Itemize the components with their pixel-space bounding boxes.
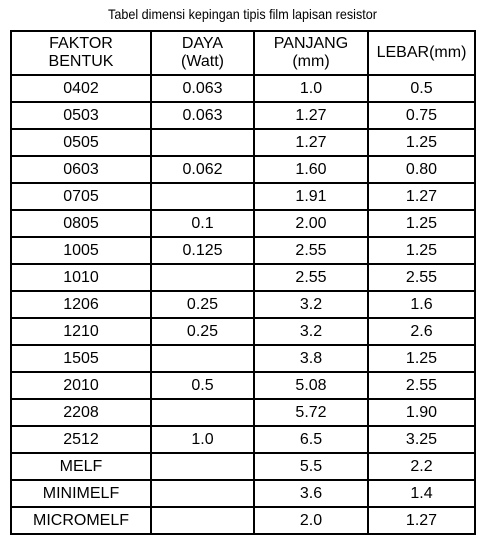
faktor-bentuk-cell: 0505	[10, 128, 152, 157]
lebar-cell: 2.55	[367, 371, 476, 400]
header-panjang: PANJANG (mm)	[253, 30, 369, 76]
lebar-cell: 1.25	[367, 128, 476, 157]
panjang-cell: 2.55	[253, 236, 369, 265]
lebar-cell: 3.25	[367, 425, 476, 454]
daya-cell: 0.062	[150, 155, 255, 184]
faktor-bentuk-cell: 0402	[10, 74, 152, 103]
lebar-cell: 1.6	[367, 290, 476, 319]
faktor-bentuk-cell: MINIMELF	[10, 479, 152, 508]
daya-cell	[150, 263, 255, 292]
panjang-cell: 3.2	[253, 317, 369, 346]
daya-cell	[150, 479, 255, 508]
table-row: 1010 2.55 2.55	[10, 263, 476, 292]
header-row: FAKTOR BENTUK DAYA (Watt) PANJANG (mm) L…	[10, 30, 476, 76]
faktor-bentuk-cell: 0805	[10, 209, 152, 238]
daya-cell: 0.063	[150, 74, 255, 103]
header-line: DAYA	[181, 35, 224, 52]
table-row: 0603 0.062 1.60 0.80	[10, 155, 476, 184]
lebar-cell: 0.5	[367, 74, 476, 103]
faktor-bentuk-cell: 2512	[10, 425, 152, 454]
table-row: 1206 0.25 3.2 1.6	[10, 290, 476, 319]
daya-cell	[150, 128, 255, 157]
daya-cell	[150, 344, 255, 373]
lebar-cell: 0.80	[367, 155, 476, 184]
faktor-bentuk-cell: 0603	[10, 155, 152, 184]
daya-cell	[150, 398, 255, 427]
table-row: 1505 3.8 1.25	[10, 344, 476, 373]
faktor-bentuk-cell: MICROMELF	[10, 506, 152, 535]
panjang-cell: 1.0	[253, 74, 369, 103]
table-row: 2010 0.5 5.08 2.55	[10, 371, 476, 400]
panjang-cell: 2.55	[253, 263, 369, 292]
header-line: PANJANG	[273, 35, 349, 52]
lebar-cell: 1.25	[367, 236, 476, 265]
faktor-bentuk-cell: 2010	[10, 371, 152, 400]
table-row: 0402 0.063 1.0 0.5	[10, 74, 476, 103]
faktor-bentuk-cell: 0705	[10, 182, 152, 211]
panjang-cell: 1.60	[253, 155, 369, 184]
lebar-cell: 0.75	[367, 101, 476, 130]
daya-cell: 0.125	[150, 236, 255, 265]
table-row: 0705 1.91 1.27	[10, 182, 476, 211]
header-faktor-bentuk: FAKTOR BENTUK	[10, 30, 152, 76]
table-row: 1005 0.125 2.55 1.25	[10, 236, 476, 265]
faktor-bentuk-cell: MELF	[10, 452, 152, 481]
lebar-cell: 1.25	[367, 209, 476, 238]
faktor-bentuk-cell: 1505	[10, 344, 152, 373]
header-line: (mm)	[292, 53, 330, 70]
lebar-cell: 1.90	[367, 398, 476, 427]
faktor-bentuk-cell: 1010	[10, 263, 152, 292]
header-line: BENTUK	[48, 53, 114, 70]
panjang-cell: 2.0	[253, 506, 369, 535]
lebar-cell: 1.27	[367, 506, 476, 535]
daya-cell: 0.5	[150, 371, 255, 400]
panjang-cell: 3.6	[253, 479, 369, 508]
daya-cell	[150, 182, 255, 211]
lebar-cell: 2.2	[367, 452, 476, 481]
panjang-cell: 5.08	[253, 371, 369, 400]
daya-cell: 0.25	[150, 290, 255, 319]
table-row: 0805 0.1 2.00 1.25	[10, 209, 476, 238]
table-row: 1210 0.25 3.2 2.6	[10, 317, 476, 346]
panjang-cell: 2.00	[253, 209, 369, 238]
faktor-bentuk-cell: 1206	[10, 290, 152, 319]
lebar-cell: 1.25	[367, 344, 476, 373]
table-caption: Tabel dimensi kepingan tipis film lapisa…	[108, 6, 377, 22]
header-line: FAKTOR	[49, 35, 113, 52]
table-row: 0505 1.27 1.25	[10, 128, 476, 157]
daya-cell: 1.0	[150, 425, 255, 454]
table-row: 2512 1.0 6.5 3.25	[10, 425, 476, 454]
panjang-cell: 5.5	[253, 452, 369, 481]
table-row: 2208 5.72 1.90	[10, 398, 476, 427]
faktor-bentuk-cell: 2208	[10, 398, 152, 427]
lebar-cell: 2.55	[367, 263, 476, 292]
panjang-cell: 1.27	[253, 101, 369, 130]
header-line: (Watt)	[181, 53, 224, 70]
lebar-cell: 2.6	[367, 317, 476, 346]
panjang-cell: 5.72	[253, 398, 369, 427]
panjang-cell: 6.5	[253, 425, 369, 454]
daya-cell: 0.1	[150, 209, 255, 238]
panjang-cell: 3.8	[253, 344, 369, 373]
panjang-cell: 1.27	[253, 128, 369, 157]
daya-cell	[150, 506, 255, 535]
panjang-cell: 1.91	[253, 182, 369, 211]
header-line: LEBAR(mm)	[376, 44, 467, 61]
table-row: MELF 5.5 2.2	[10, 452, 476, 481]
daya-cell: 0.063	[150, 101, 255, 130]
table-row: MINIMELF 3.6 1.4	[10, 479, 476, 508]
lebar-cell: 1.4	[367, 479, 476, 508]
table-row: MICROMELF 2.0 1.27	[10, 506, 476, 535]
header-daya: DAYA (Watt)	[150, 30, 255, 76]
lebar-cell: 1.27	[367, 182, 476, 211]
faktor-bentuk-cell: 1005	[10, 236, 152, 265]
panjang-cell: 3.2	[253, 290, 369, 319]
faktor-bentuk-cell: 0503	[10, 101, 152, 130]
faktor-bentuk-cell: 1210	[10, 317, 152, 346]
daya-cell	[150, 452, 255, 481]
table-row: 0503 0.063 1.27 0.75	[10, 101, 476, 130]
daya-cell: 0.25	[150, 317, 255, 346]
resistor-dimension-table: FAKTOR BENTUK DAYA (Watt) PANJANG (mm) L…	[10, 30, 476, 535]
header-lebar: LEBAR(mm)	[367, 30, 476, 76]
